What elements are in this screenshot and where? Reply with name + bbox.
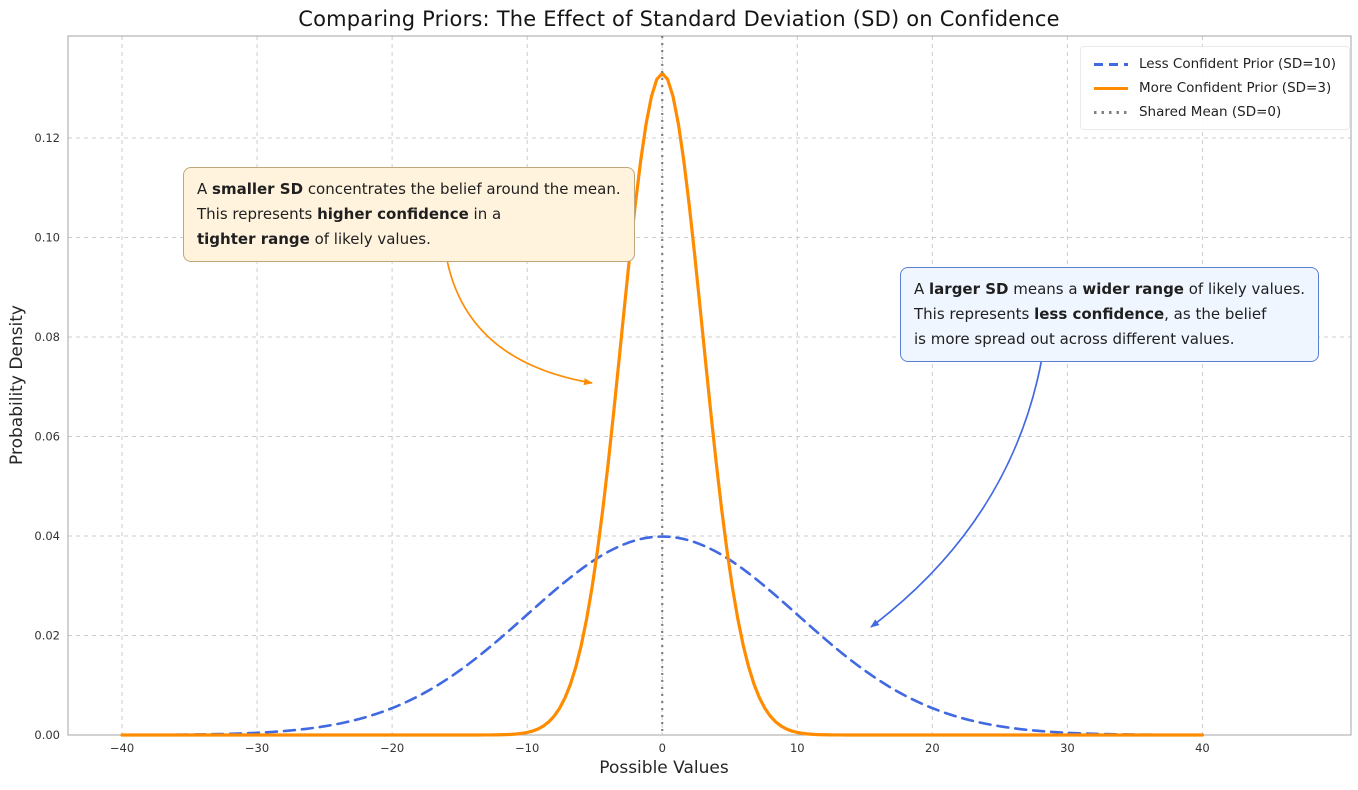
annotation-text-line: tighter range of likely values.	[197, 230, 431, 248]
legend-label: Shared Mean (SD=0)	[1138, 104, 1282, 120]
legend-label: More Confident Prior (SD=3)	[1138, 80, 1332, 96]
legend-entry-more-confident: More Confident Prior (SD=3)	[1093, 80, 1336, 96]
y-tick-label: 0.02	[34, 628, 60, 642]
chart-title: Comparing Priors: The Effect of Standard…	[298, 7, 1060, 31]
legend-label: Less Confident Prior (SD=10)	[1138, 56, 1336, 72]
x-tick-label: −10	[515, 741, 539, 755]
x-tick-label: −20	[380, 741, 404, 755]
x-tick-label: 0	[659, 741, 666, 755]
annotation-text-line: is more spread out across different valu…	[914, 330, 1235, 348]
y-tick-label: 0.10	[34, 230, 60, 244]
less-confident-prior-curve	[120, 535, 1204, 737]
annotation-text-line: A smaller SD concentrates the belief aro…	[197, 180, 621, 198]
x-axis-label: Possible Values	[599, 758, 729, 778]
y-tick-label: 0.00	[34, 728, 60, 742]
x-tick-label: −40	[110, 741, 134, 755]
x-tick-label: 30	[1060, 741, 1075, 755]
y-tick-label: 0.06	[34, 429, 60, 443]
legend-swatch-dashed-line	[1093, 62, 1128, 66]
annotation-text-line: A larger SD means a wider range of likel…	[914, 280, 1306, 298]
annotation-text-line: This represents less confidence, as the …	[914, 305, 1267, 323]
x-tick-label: −30	[245, 741, 269, 755]
y-tick-label: 0.12	[34, 131, 60, 145]
x-tick-label: 20	[925, 741, 940, 755]
annotation-text-line: This represents higher confidence in a	[197, 205, 502, 223]
legend-entry-less-confident: Less Confident Prior (SD=10)	[1093, 56, 1336, 72]
y-axis-label: Probability Density	[7, 305, 27, 465]
legend-entry-shared-mean: Shared Mean (SD=0)	[1093, 104, 1336, 120]
larger-sd-note-arrow	[870, 357, 1043, 628]
y-tick-label: 0.04	[34, 529, 60, 543]
y-tick-label: 0.08	[34, 330, 60, 344]
more-confident-prior-curve	[120, 71, 1205, 737]
annotation-larger-sd: A larger SD means a wider range of likel…	[900, 267, 1320, 362]
x-tick-label: 10	[790, 741, 805, 755]
x-tick-label: 40	[1195, 741, 1210, 755]
legend-swatch-solid-line	[1093, 86, 1128, 90]
legend: Less Confident Prior (SD=10) More Confid…	[1079, 46, 1350, 130]
axes-frame	[67, 35, 1352, 736]
smaller-sd-note-arrow	[446, 259, 593, 386]
annotation-smaller-sd: A smaller SD concentrates the belief aro…	[183, 167, 635, 262]
legend-swatch-dotted-line	[1093, 110, 1128, 114]
